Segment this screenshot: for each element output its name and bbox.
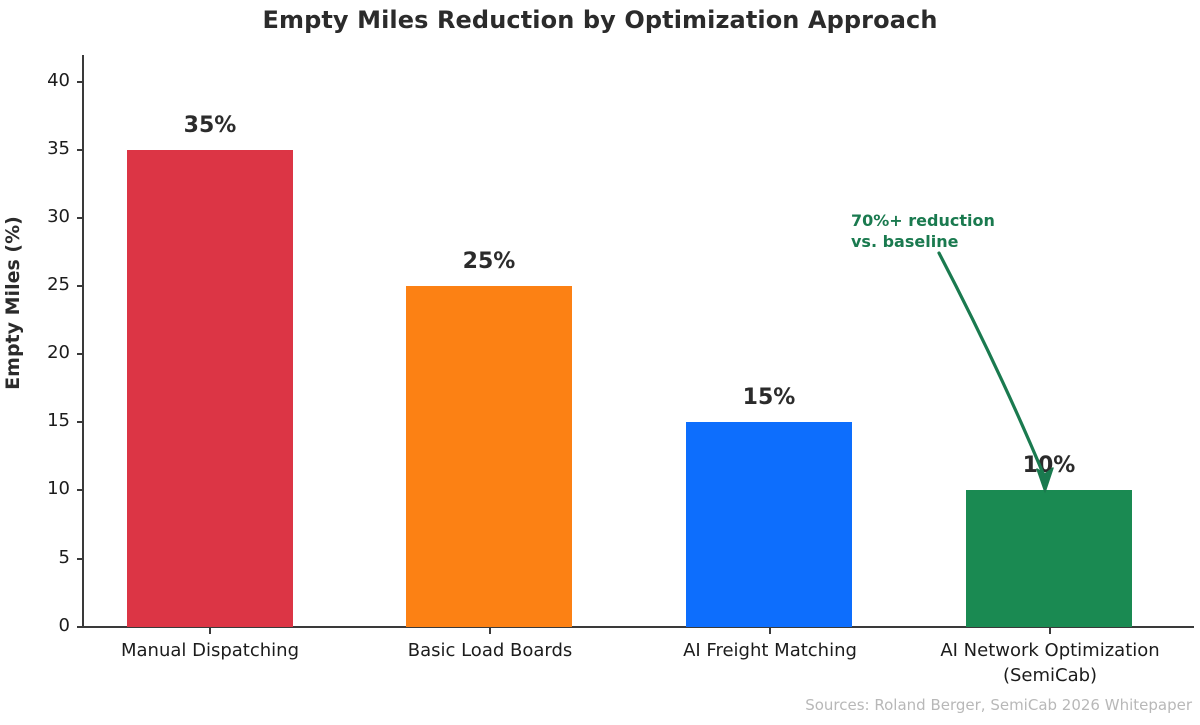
y-tick-mark — [77, 558, 83, 560]
x-tick-mark-4 — [1049, 628, 1051, 634]
x-tick-label-basic-load-boards: Basic Load Boards — [407, 640, 573, 661]
x-tick-mark-3 — [769, 628, 771, 634]
x-tick-label-ai-freight-matching: AI Freight Matching — [683, 640, 857, 661]
bar-manual-dispatching[interactable] — [127, 150, 293, 627]
x-tick-mark-1 — [209, 628, 211, 634]
bar-value-label-3: 15% — [742, 385, 796, 410]
source-note: Sources: Roland Berger, SemiCab 2026 Whi… — [805, 696, 1192, 714]
annotation-label: 70%+ reduction vs. baseline — [851, 211, 995, 251]
y-tick-mark — [77, 285, 83, 287]
y-tick-mark — [77, 353, 83, 355]
y-tick-label: 5 — [58, 547, 70, 568]
y-tick-mark — [77, 217, 83, 219]
x-tick-mark-2 — [489, 628, 491, 634]
y-tick-label: 10 — [47, 478, 70, 499]
bar-value-label-1: 35% — [183, 113, 237, 138]
x-tick-label-manual-dispatching: Manual Dispatching — [120, 640, 300, 661]
bar-value-label-2: 25% — [462, 249, 516, 274]
y-tick-mark — [77, 421, 83, 423]
y-tick-label: 40 — [47, 70, 70, 91]
y-tick-label: 20 — [47, 342, 70, 363]
bar-value-label-4: 10% — [1022, 453, 1076, 478]
y-axis-line — [82, 55, 84, 628]
y-tick-label: 15 — [47, 410, 70, 431]
y-tick-label: 30 — [47, 206, 70, 227]
bar-ai-freight-matching[interactable] — [686, 422, 852, 627]
y-tick-label: 25 — [47, 274, 70, 295]
y-tick-mark — [77, 626, 83, 628]
bars-layer — [127, 150, 1132, 627]
x-axis-line — [83, 626, 1194, 628]
bar-basic-load-boards[interactable] — [406, 286, 572, 627]
y-tick-mark — [77, 81, 83, 83]
x-tick-label-ai-network-optimization: AI Network Optimization (SemiCab) — [940, 640, 1160, 686]
chart-title: Empty Miles Reduction by Optimization Ap… — [262, 6, 938, 34]
y-tick-label: 0 — [58, 615, 70, 636]
y-tick-mark — [77, 489, 83, 491]
y-tick-mark — [77, 149, 83, 151]
bar-ai-network-optimization[interactable] — [966, 490, 1132, 627]
y-tick-label: 35 — [47, 138, 70, 159]
